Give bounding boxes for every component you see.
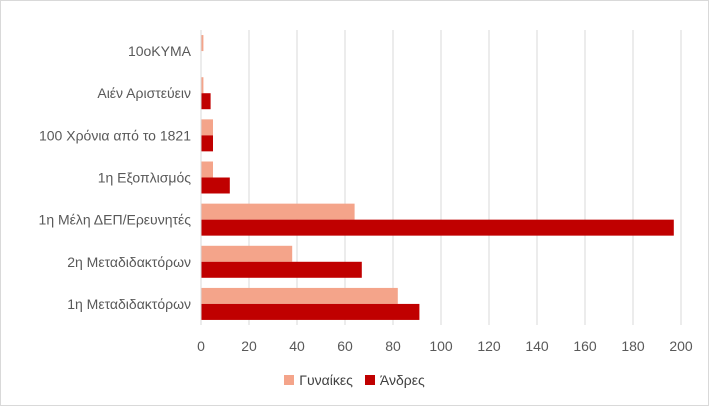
x-tick-label: 160 (573, 338, 597, 354)
x-tick-label: 60 (337, 338, 353, 354)
bar-women (201, 245, 293, 262)
x-tick-label: 20 (241, 338, 257, 354)
bar-women (201, 35, 204, 52)
bar-women (201, 77, 204, 94)
bar-women (201, 119, 213, 136)
bar-men (201, 261, 362, 278)
category-label: Αιέν Αριστεύειν (97, 85, 191, 101)
category-label: 1η Μεταδιδακτόρων (67, 296, 191, 312)
bar-men (201, 135, 213, 152)
category-label: 10oKYMA (128, 43, 192, 59)
category-label: 2η Μεταδιδακτόρων (67, 254, 191, 270)
x-tick-label: 80 (385, 338, 401, 354)
x-tick-label: 100 (429, 338, 453, 354)
category-label: 1η Εξοπλισμός (98, 170, 192, 186)
legend-item-men: Άνδρες (364, 372, 425, 388)
bar-women (201, 161, 213, 178)
x-tick-label: 40 (289, 338, 305, 354)
x-tick-label: 200 (669, 338, 693, 354)
bar-women (201, 287, 398, 304)
legend: Γυναίκες Άνδρες (0, 372, 709, 388)
bar-men (201, 303, 420, 320)
category-label: 1η Μέλη ΔΕΠ/Ερευνητές (39, 212, 192, 228)
bar-men (201, 219, 674, 236)
bar-women (201, 203, 355, 220)
x-tick-label: 140 (525, 338, 549, 354)
bars (201, 35, 674, 320)
x-tick-label: 120 (477, 338, 501, 354)
gridlines (248, 30, 682, 325)
legend-label-women: Γυναίκες (299, 372, 353, 388)
tick-labels: 0 20 40 60 80 100 120 140 160 180 200 10oKYMA Αιέν Α… (39, 43, 693, 354)
category-label: 100 Χρόνια από το 1821 (39, 127, 191, 143)
legend-swatch-women (284, 375, 295, 385)
x-tick-label: 180 (621, 338, 645, 354)
bar-men (201, 177, 230, 194)
legend-item-women: Γυναίκες (284, 372, 353, 388)
bar-men (201, 93, 211, 110)
legend-swatch-men (364, 375, 375, 385)
legend-label-men: Άνδρες (379, 372, 425, 388)
x-tick-label: 0 (197, 338, 205, 354)
